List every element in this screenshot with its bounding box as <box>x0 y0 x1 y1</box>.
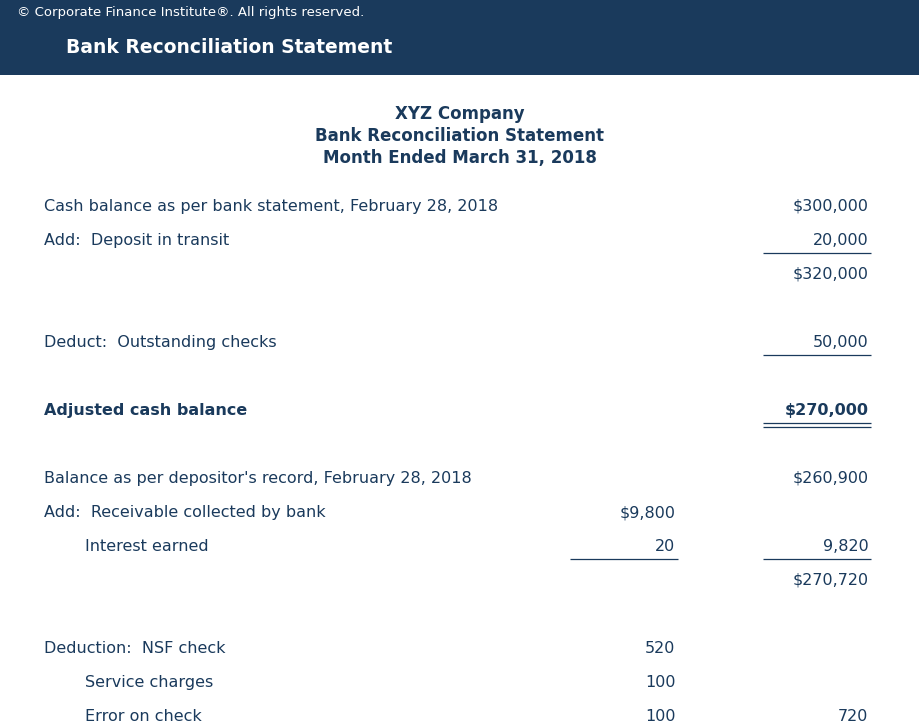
Text: 520: 520 <box>645 641 675 656</box>
Text: Bank Reconciliation Statement: Bank Reconciliation Statement <box>66 38 392 57</box>
Text: Balance as per depositor's record, February 28, 2018: Balance as per depositor's record, Febru… <box>44 471 471 486</box>
Text: 20,000: 20,000 <box>812 233 868 248</box>
Text: 100: 100 <box>645 709 675 724</box>
Text: 100: 100 <box>645 675 675 690</box>
Text: Add:  Deposit in transit: Add: Deposit in transit <box>44 233 230 248</box>
Text: $270,000: $270,000 <box>785 403 868 418</box>
Text: Month Ended March 31, 2018: Month Ended March 31, 2018 <box>323 149 596 167</box>
Text: 20: 20 <box>655 539 675 554</box>
Text: Cash balance as per bank statement, February 28, 2018: Cash balance as per bank statement, Febr… <box>44 199 498 214</box>
Text: Add:  Receivable collected by bank: Add: Receivable collected by bank <box>44 505 325 520</box>
Text: 720: 720 <box>838 709 868 724</box>
Text: $300,000: $300,000 <box>792 199 868 214</box>
Text: Adjusted cash balance: Adjusted cash balance <box>44 403 247 418</box>
Text: Deduction:  NSF check: Deduction: NSF check <box>44 641 225 656</box>
Text: $270,720: $270,720 <box>792 573 868 588</box>
Text: Error on check: Error on check <box>44 709 202 724</box>
Text: $9,800: $9,800 <box>619 505 675 520</box>
Text: $260,900: $260,900 <box>792 471 868 486</box>
Text: $320,000: $320,000 <box>792 267 868 282</box>
Text: 50,000: 50,000 <box>812 335 868 350</box>
Text: Interest earned: Interest earned <box>44 539 209 554</box>
Text: Bank Reconciliation Statement: Bank Reconciliation Statement <box>315 127 604 145</box>
Text: Deduct:  Outstanding checks: Deduct: Outstanding checks <box>44 335 277 350</box>
FancyBboxPatch shape <box>0 0 919 75</box>
Text: Service charges: Service charges <box>44 675 213 690</box>
Text: 9,820: 9,820 <box>823 539 868 554</box>
Text: © Corporate Finance Institute®. All rights reserved.: © Corporate Finance Institute®. All righ… <box>17 6 364 19</box>
Text: XYZ Company: XYZ Company <box>394 105 525 123</box>
